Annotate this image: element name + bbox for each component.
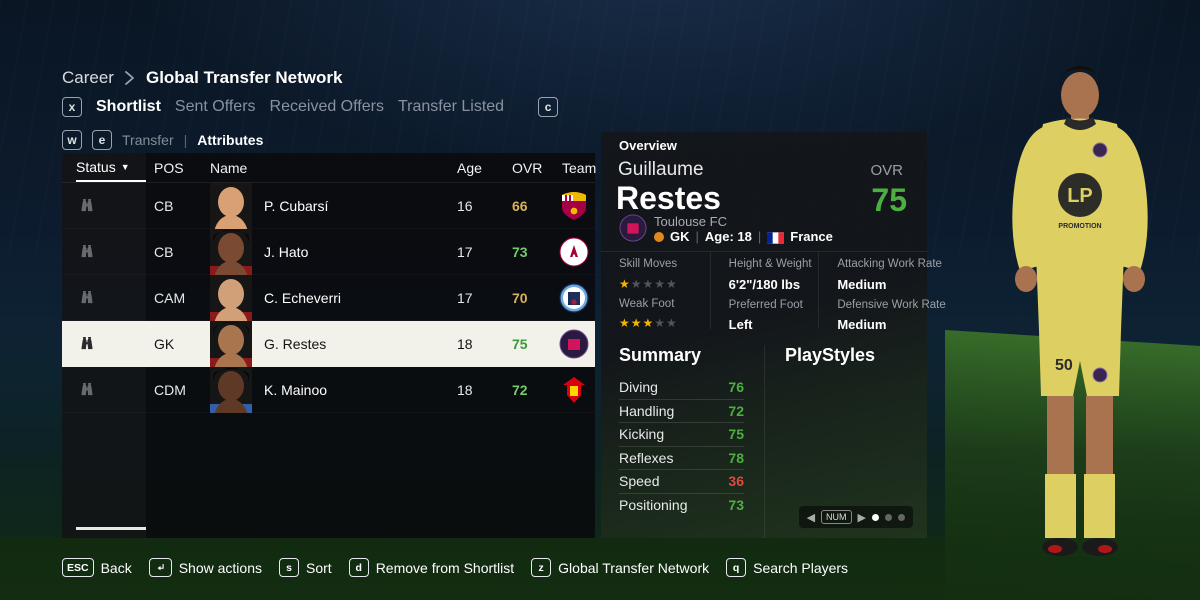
svg-text:50: 50 bbox=[1055, 357, 1073, 374]
svg-text:PROMOTION: PROMOTION bbox=[1058, 223, 1101, 230]
svg-text:LP: LP bbox=[1067, 185, 1093, 207]
